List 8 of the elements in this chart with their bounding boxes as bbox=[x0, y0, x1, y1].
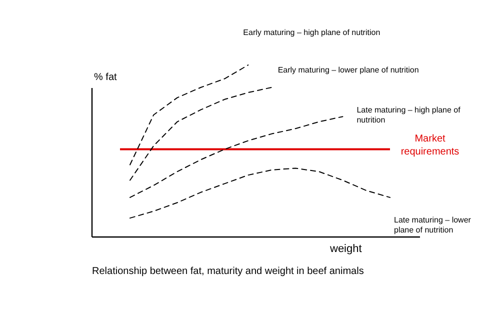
ref-line-label: Market requirements bbox=[400, 133, 460, 158]
series-label: Early maturing – lower plane of nutrition bbox=[278, 65, 419, 74]
series-label: Late maturing – high plane of nutrition bbox=[356, 106, 462, 125]
y-axis-title: % fat bbox=[94, 72, 118, 83]
text: Relationship between fat, maturity and weight in beef animals bbox=[92, 266, 364, 277]
text: Late maturing – lower plane of nutrition bbox=[394, 215, 472, 234]
text: Early maturing – high plane of nutrition bbox=[243, 28, 380, 37]
x-axis-title: weight bbox=[329, 243, 362, 255]
